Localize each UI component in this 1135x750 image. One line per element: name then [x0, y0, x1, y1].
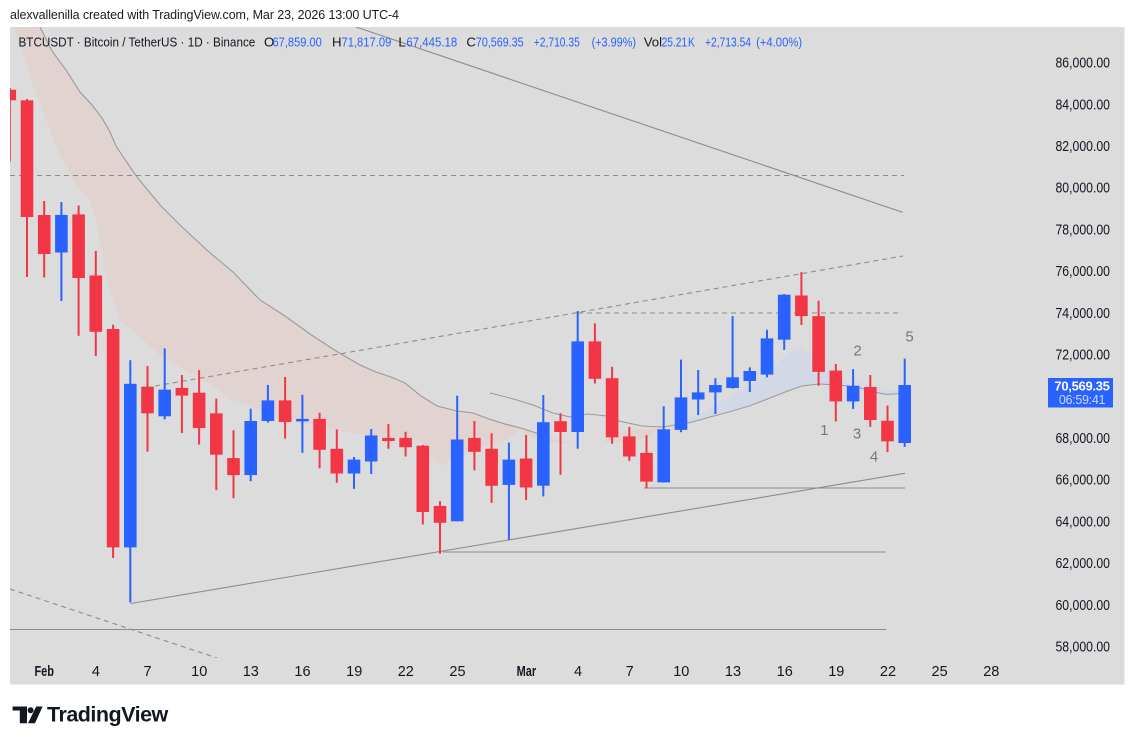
svg-text:25: 25: [932, 664, 948, 680]
svg-text:76,000.00: 76,000.00: [1056, 264, 1111, 280]
svg-text:7: 7: [626, 664, 634, 680]
svg-text:22: 22: [880, 664, 896, 680]
svg-text:67,859.00: 67,859.00: [273, 35, 322, 50]
svg-text:10: 10: [673, 664, 689, 680]
svg-text:70,569.35: 70,569.35: [1054, 379, 1109, 394]
svg-text:C: C: [466, 35, 476, 50]
svg-text:72,000.00: 72,000.00: [1056, 348, 1111, 364]
svg-text:3: 3: [853, 426, 861, 443]
svg-text:84,000.00: 84,000.00: [1056, 97, 1111, 113]
svg-text:58,000.00: 58,000.00: [1056, 640, 1111, 656]
svg-text:28: 28: [983, 664, 999, 680]
svg-text:alexvallenilla created with Tr: alexvallenilla created with TradingView.…: [10, 8, 399, 22]
svg-text:(+3.99%): (+3.99%): [592, 35, 636, 50]
svg-text:H: H: [332, 35, 342, 50]
svg-text:78,000.00: 78,000.00: [1056, 222, 1111, 238]
svg-text:(+4.00%): (+4.00%): [756, 35, 802, 50]
svg-text:5: 5: [905, 328, 913, 345]
svg-text:1: 1: [820, 422, 828, 439]
svg-text:70,569.35: 70,569.35: [476, 35, 524, 50]
svg-text:60,000.00: 60,000.00: [1056, 598, 1111, 614]
svg-text:13: 13: [725, 664, 741, 680]
svg-text:68,000.00: 68,000.00: [1056, 431, 1111, 447]
svg-text:64,000.00: 64,000.00: [1056, 514, 1111, 530]
svg-text:4: 4: [574, 664, 582, 680]
svg-text:22: 22: [398, 664, 414, 680]
svg-text:86,000.00: 86,000.00: [1056, 56, 1111, 72]
svg-text:25: 25: [449, 664, 465, 680]
svg-text:O: O: [264, 35, 274, 50]
svg-text:+2,710.35: +2,710.35: [534, 35, 580, 50]
svg-text:Vol: Vol: [644, 35, 662, 50]
svg-text:16: 16: [777, 664, 793, 680]
svg-text:67,445.18: 67,445.18: [406, 35, 457, 50]
svg-text:Mar: Mar: [517, 664, 537, 680]
svg-text:66,000.00: 66,000.00: [1056, 473, 1111, 489]
svg-text:71,817.09: 71,817.09: [342, 35, 392, 50]
svg-text:+2,713.54: +2,713.54: [705, 35, 751, 50]
svg-text:10: 10: [191, 664, 207, 680]
svg-text:62,000.00: 62,000.00: [1056, 556, 1111, 572]
svg-text:19: 19: [346, 664, 362, 680]
svg-text:19: 19: [828, 664, 844, 680]
svg-text:16: 16: [294, 664, 310, 680]
svg-text:82,000.00: 82,000.00: [1056, 139, 1111, 155]
svg-text:74,000.00: 74,000.00: [1056, 306, 1111, 322]
svg-text:80,000.00: 80,000.00: [1056, 181, 1111, 197]
svg-text:4: 4: [92, 664, 100, 680]
svg-text:7: 7: [143, 664, 151, 680]
svg-text:Feb: Feb: [34, 664, 54, 680]
svg-text:4: 4: [870, 449, 878, 466]
svg-text:BTCUSDT · Bitcoin / TetherUS ·: BTCUSDT · Bitcoin / TetherUS · 1D · Bina…: [19, 35, 256, 50]
svg-text:2: 2: [853, 343, 861, 360]
svg-text:25.21 K: 25.21 K: [662, 35, 695, 50]
svg-text:L: L: [398, 35, 405, 50]
svg-text:TradingView: TradingView: [47, 703, 169, 727]
svg-text:13: 13: [243, 664, 259, 680]
svg-text:06:59:41: 06:59:41: [1059, 393, 1106, 407]
